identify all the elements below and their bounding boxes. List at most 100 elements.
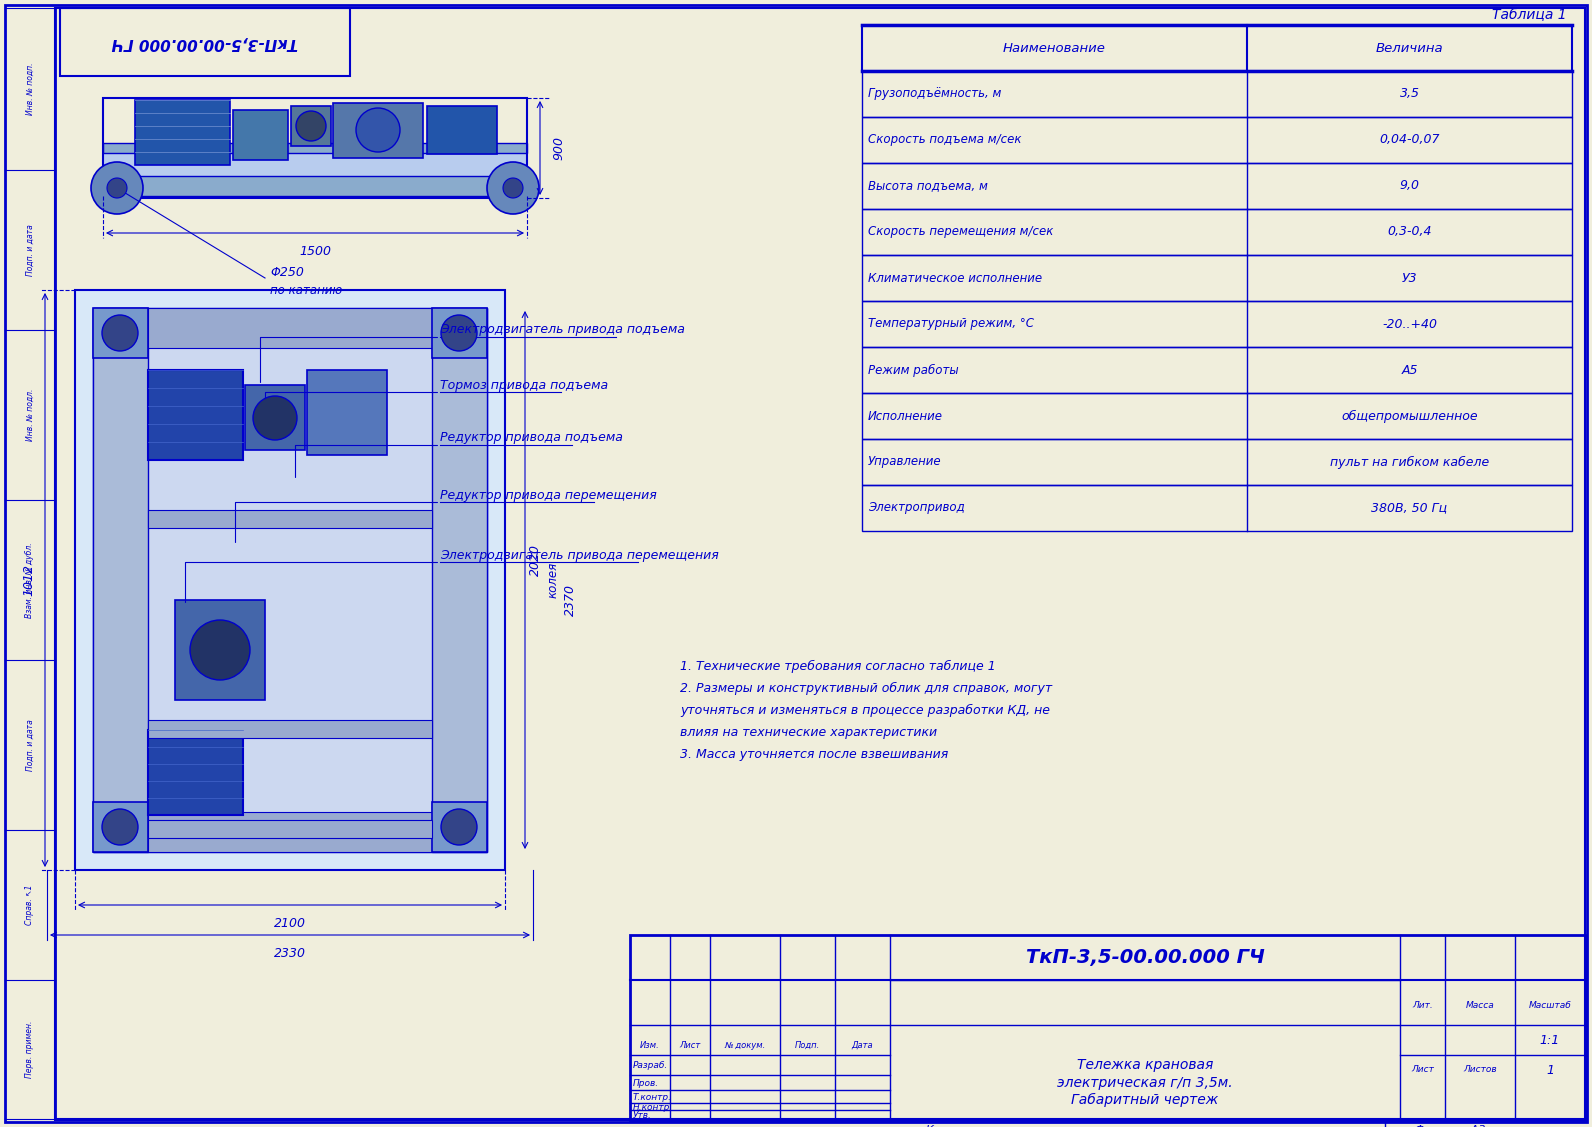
Bar xyxy=(232,110,288,160)
Text: Утв.: Утв. xyxy=(634,1110,651,1119)
Circle shape xyxy=(189,620,250,680)
Text: Листов: Листов xyxy=(1463,1065,1496,1074)
Text: Φ250: Φ250 xyxy=(271,266,304,279)
Text: -20..+40: -20..+40 xyxy=(1382,318,1438,330)
Circle shape xyxy=(102,809,139,845)
Circle shape xyxy=(441,316,478,350)
Bar xyxy=(630,935,1586,1120)
Text: 2330: 2330 xyxy=(274,947,306,960)
Text: Дата: Дата xyxy=(852,1040,874,1049)
Text: 0,04-0,07: 0,04-0,07 xyxy=(1379,133,1439,147)
Bar xyxy=(148,811,431,852)
Bar xyxy=(431,308,487,358)
Text: Управление: Управление xyxy=(868,455,941,469)
Text: № докум.: № докум. xyxy=(724,1040,766,1049)
Text: Редуктор привода подъема: Редуктор привода подъема xyxy=(439,432,622,444)
Bar xyxy=(103,143,527,153)
Bar xyxy=(861,163,1571,208)
Text: 2100: 2100 xyxy=(274,917,306,930)
Circle shape xyxy=(107,178,127,198)
Text: 1012: 1012 xyxy=(22,564,35,596)
Bar xyxy=(861,255,1571,301)
Text: Инв. № подл.: Инв. № подл. xyxy=(25,389,35,441)
Circle shape xyxy=(503,178,524,198)
Bar xyxy=(245,385,306,450)
Text: Масштаб: Масштаб xyxy=(1528,1001,1571,1010)
Text: Разраб.: Разраб. xyxy=(634,1061,669,1070)
Bar xyxy=(861,208,1571,255)
Bar xyxy=(861,347,1571,393)
Bar xyxy=(148,370,244,460)
Text: Скорость перемещения м/сек: Скорость перемещения м/сек xyxy=(868,225,1054,239)
Text: пульт на гибком кабеле: пульт на гибком кабеле xyxy=(1329,455,1489,469)
Bar xyxy=(861,301,1571,347)
Text: Перв. примен.: Перв. примен. xyxy=(25,1021,35,1079)
Text: 1: 1 xyxy=(1546,1064,1554,1076)
Text: Режим работы: Режим работы xyxy=(868,363,958,376)
Text: Формат   А3: Формат А3 xyxy=(1415,1125,1485,1127)
Circle shape xyxy=(91,162,143,214)
Text: У3: У3 xyxy=(1401,272,1417,284)
Text: Лист: Лист xyxy=(1411,1065,1434,1074)
Text: Тормоз привода подъема: Тормоз привода подъема xyxy=(439,379,608,391)
Text: Климатическое исполнение: Климатическое исполнение xyxy=(868,272,1043,284)
Text: 1500: 1500 xyxy=(299,245,331,258)
Text: 1. Технические требования согласно таблице 1: 1. Технические требования согласно табли… xyxy=(680,660,995,673)
Bar xyxy=(60,8,350,76)
Bar xyxy=(861,393,1571,440)
Text: Подп.: Подп. xyxy=(794,1040,820,1049)
Text: 2020: 2020 xyxy=(529,544,541,576)
Text: электрическая г/п 3,5м.: электрическая г/п 3,5м. xyxy=(1057,1076,1232,1090)
Bar xyxy=(861,440,1571,485)
Text: Справ. ↖1: Справ. ↖1 xyxy=(25,885,35,925)
Bar xyxy=(861,71,1571,117)
Text: Электродвигатель привода перемещения: Электродвигатель привода перемещения xyxy=(439,549,718,561)
Text: Редуктор привода перемещения: Редуктор привода перемещения xyxy=(439,488,657,502)
Bar xyxy=(148,511,431,529)
Text: ТкП-3,5-00.00.000 ГЧ: ТкП-3,5-00.00.000 ГЧ xyxy=(1025,948,1264,967)
Text: Подп. и дата: Подп. и дата xyxy=(25,224,35,276)
Bar xyxy=(148,730,244,815)
Bar xyxy=(861,25,1571,71)
Bar xyxy=(861,485,1571,531)
Text: Н.контр.: Н.контр. xyxy=(634,1102,673,1111)
Text: 2370: 2370 xyxy=(564,584,576,616)
Text: 1:1: 1:1 xyxy=(1539,1033,1560,1047)
Bar xyxy=(92,308,148,852)
Text: уточняться и изменяться в процессе разработки КД, не: уточняться и изменяться в процессе разра… xyxy=(680,704,1051,717)
Bar xyxy=(291,106,331,147)
Text: Наименование: Наименование xyxy=(1003,42,1106,54)
Circle shape xyxy=(296,110,326,141)
Text: по катанию: по катанию xyxy=(271,284,342,296)
Text: Габаритный чертеж: Габаритный чертеж xyxy=(1071,1093,1218,1107)
Text: 900: 900 xyxy=(552,136,565,160)
Text: Копировал: Копировал xyxy=(927,1125,989,1127)
Text: Величина: Величина xyxy=(1375,42,1444,54)
Circle shape xyxy=(357,108,400,152)
Text: Исполнение: Исполнение xyxy=(868,409,942,423)
Bar xyxy=(175,600,264,700)
Text: 9,0: 9,0 xyxy=(1399,179,1420,193)
Text: 2. Размеры и конструктивный облик для справок, могут: 2. Размеры и конструктивный облик для сп… xyxy=(680,682,1052,695)
Text: Масса: Масса xyxy=(1466,1001,1495,1010)
Circle shape xyxy=(102,316,139,350)
Text: 3,5: 3,5 xyxy=(1399,88,1420,100)
Text: общепромышленное: общепромышленное xyxy=(1340,409,1477,423)
Text: Таблица 1: Таблица 1 xyxy=(1492,8,1567,23)
Text: А5: А5 xyxy=(1401,364,1418,376)
Text: Электропривод: Электропривод xyxy=(868,502,965,515)
Bar xyxy=(333,103,423,158)
Bar xyxy=(92,308,487,852)
Bar xyxy=(148,308,431,348)
Text: Изм.: Изм. xyxy=(640,1040,659,1049)
Circle shape xyxy=(441,809,478,845)
Text: Скорость подъема м/сек: Скорость подъема м/сек xyxy=(868,133,1022,147)
Bar xyxy=(103,176,527,196)
Bar xyxy=(148,720,431,738)
Text: колея: колея xyxy=(546,562,559,598)
Text: Электродвигатель привода подъема: Электродвигатель привода подъема xyxy=(439,323,685,337)
Bar xyxy=(103,148,527,178)
Text: Инв. № подп.: Инв. № подп. xyxy=(25,63,35,115)
Bar xyxy=(92,308,148,358)
Bar xyxy=(307,370,387,455)
